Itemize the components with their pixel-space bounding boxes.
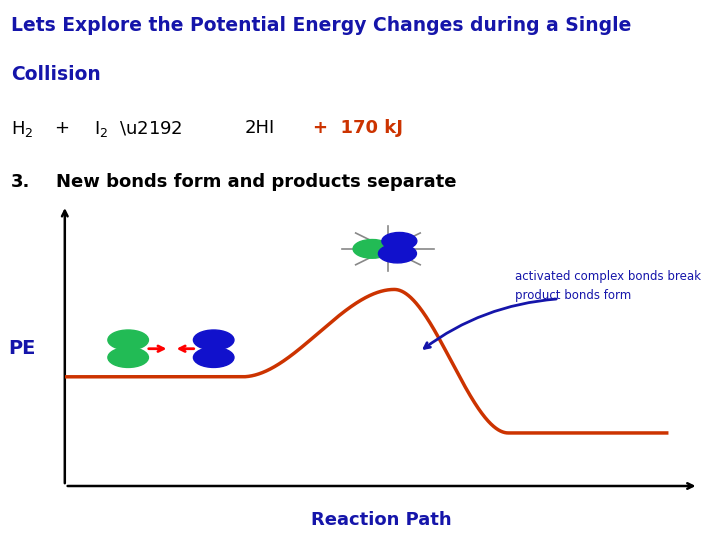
Circle shape [194,330,234,350]
Circle shape [382,232,417,249]
Text: activated complex bonds break: activated complex bonds break [515,270,701,283]
Text: 2HI: 2HI [245,119,275,137]
Text: Collision: Collision [11,65,101,84]
Text: Reaction Path: Reaction Path [311,511,452,529]
Text: product bonds form: product bonds form [515,289,631,302]
Text: 3.: 3. [11,173,30,191]
Text: New bonds form and products separate: New bonds form and products separate [56,173,456,191]
Text: PE: PE [9,339,36,358]
Circle shape [353,240,391,258]
Circle shape [108,330,148,350]
Text: Lets Explore the Potential Energy Changes during a Single: Lets Explore the Potential Energy Change… [11,16,631,35]
Text: +  170 kJ: + 170 kJ [313,119,403,137]
Text: I$_2$  \u2192: I$_2$ \u2192 [94,119,182,139]
Text: H$_2$: H$_2$ [11,119,33,139]
Circle shape [108,347,148,367]
Circle shape [194,347,234,367]
Text: +: + [54,119,69,137]
Circle shape [379,244,416,263]
